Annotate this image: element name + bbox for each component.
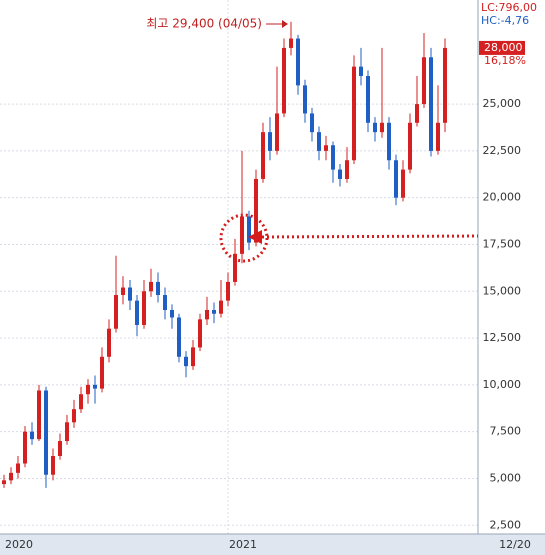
- candle-body: [282, 47, 286, 114]
- candle-body: [65, 422, 69, 442]
- candle-body: [163, 295, 167, 310]
- candle-body: [317, 132, 321, 151]
- candle-body: [268, 132, 272, 151]
- last-date-label: 12/20: [499, 538, 531, 551]
- lc-label: LC:796,00: [481, 1, 537, 14]
- annotation: 최고 29,400 (04/05): [146, 17, 262, 31]
- current-price-label: 28,000: [484, 41, 523, 54]
- y-tick-label: 25,000: [483, 97, 522, 110]
- candle-body: [275, 113, 279, 151]
- candle-body: [394, 160, 398, 198]
- candle-body: [261, 132, 265, 179]
- x-tick-label: 2020: [5, 538, 33, 551]
- candle-body: [443, 47, 447, 123]
- candle-body: [359, 66, 363, 76]
- candles: [2, 21, 447, 488]
- candle-body: [128, 287, 132, 301]
- annotation-arrowhead: [282, 20, 288, 28]
- price-box: [479, 40, 525, 55]
- candle-body: [366, 76, 370, 123]
- candle-body: [387, 122, 391, 161]
- candle-body: [352, 66, 356, 161]
- candle-body: [331, 145, 335, 170]
- highlight-line: [261, 234, 479, 239]
- candle-body: [338, 169, 342, 179]
- x-tick-label: 2021: [229, 538, 257, 551]
- candle-body: [191, 347, 195, 367]
- candle-body: [114, 295, 118, 329]
- candle-body: [37, 390, 41, 440]
- candle-body: [30, 431, 34, 440]
- candle-body: [93, 384, 97, 389]
- hc-label: HC:-4,76: [481, 14, 529, 27]
- candle-body: [149, 281, 153, 292]
- candle-body: [219, 300, 223, 314]
- candle-body: [177, 317, 181, 357]
- candle-body: [58, 441, 62, 456]
- candle-body: [436, 122, 440, 151]
- candle-body: [2, 480, 6, 485]
- candle-body: [9, 472, 13, 481]
- candle-body: [86, 384, 90, 395]
- highlight-arrowhead: [248, 230, 262, 244]
- candle-body: [310, 113, 314, 133]
- highlight-circle: [219, 213, 269, 263]
- candle-body: [233, 253, 237, 282]
- candle-body: [296, 38, 300, 86]
- candle-body: [345, 160, 349, 179]
- candle-body: [44, 390, 48, 475]
- candle-body: [100, 356, 104, 389]
- candle-body: [79, 394, 83, 410]
- candle-body: [226, 281, 230, 301]
- y-tick-label: 15,000: [483, 284, 522, 297]
- candle-body: [289, 38, 293, 48]
- grid: [0, 0, 478, 534]
- candle-body: [247, 216, 251, 243]
- candle-body: [170, 309, 174, 318]
- candle-body: [415, 104, 419, 123]
- x-axis-band: [0, 534, 545, 555]
- candle-body: [254, 178, 258, 243]
- y-tick-label: 5,000: [490, 471, 522, 484]
- y-tick-label: 20,000: [483, 191, 522, 204]
- y-tick-label: 17,500: [483, 237, 522, 250]
- candle-body: [303, 85, 307, 114]
- candle-body: [51, 456, 55, 475]
- candle-body: [373, 122, 377, 133]
- candle-body: [121, 287, 125, 296]
- candle-body: [184, 356, 188, 367]
- y-tick-label: 22,500: [483, 144, 522, 157]
- candle-body: [401, 169, 405, 198]
- y-tick-label: 12,500: [483, 331, 522, 344]
- candle-body: [16, 463, 20, 473]
- y-tick-label: 7,500: [490, 425, 522, 438]
- candle-body: [205, 309, 209, 320]
- candle-body: [240, 216, 244, 254]
- candle-body: [107, 328, 111, 357]
- candle-body: [324, 145, 328, 151]
- candle-body: [408, 122, 412, 170]
- candle-body: [422, 57, 426, 105]
- y-tick-label: 10,000: [483, 378, 522, 391]
- candle-body: [135, 300, 139, 325]
- candle-body: [142, 291, 146, 325]
- candle-body: [156, 281, 160, 296]
- candle-body: [212, 309, 216, 314]
- candle-body: [198, 319, 202, 348]
- candle-body: [23, 431, 27, 464]
- candle-body: [72, 409, 76, 423]
- candle-body: [380, 122, 384, 133]
- candle-body: [429, 57, 433, 151]
- change-label: 16,18%: [484, 54, 526, 67]
- y-tick-label: 2,500: [490, 518, 522, 531]
